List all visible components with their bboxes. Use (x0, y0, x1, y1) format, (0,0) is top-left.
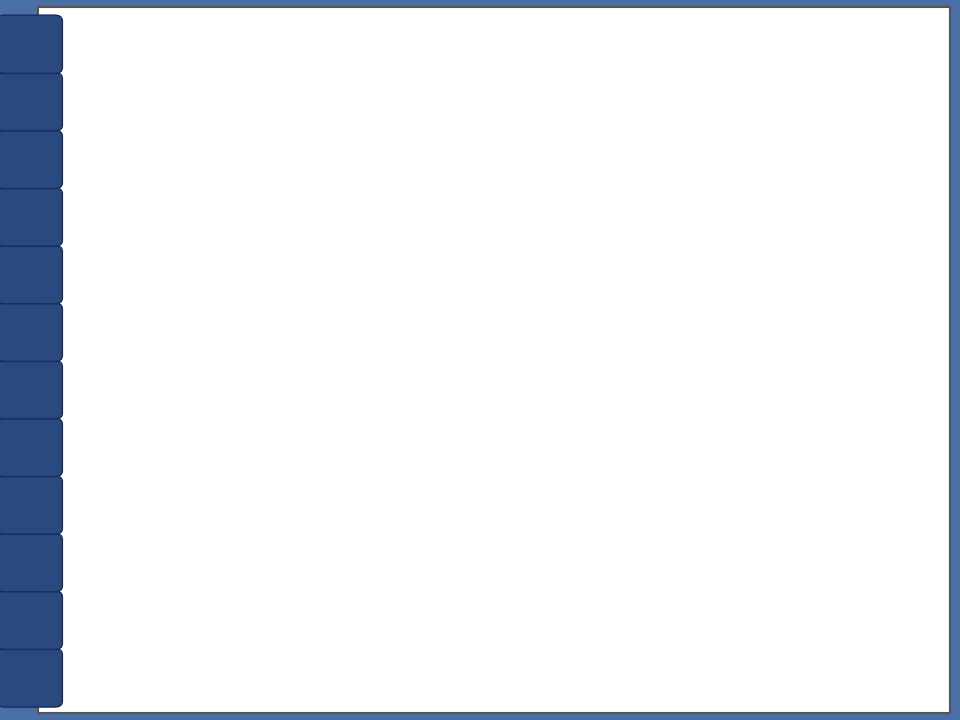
Text: RC(O)Cl: RC(O)Cl (865, 377, 911, 390)
Text: R—C—NH₂: R—C—NH₂ (471, 593, 545, 607)
Text: R'OH/H⁺: R'OH/H⁺ (431, 325, 479, 338)
Text: R—C—OR': R—C—OR' (472, 439, 544, 454)
Text: O: O (241, 413, 252, 426)
Text: (–HCl): (–HCl) (329, 435, 365, 448)
Text: R—C—OH: R—C—OH (470, 194, 546, 209)
Text: сложный эфир: сложный эфир (463, 457, 555, 470)
Text: O: O (770, 406, 780, 419)
Text: ‖: ‖ (505, 580, 512, 593)
Text: –RCOOH: –RCOOH (630, 446, 682, 459)
Text: ‖: ‖ (505, 426, 512, 439)
Text: ‖: ‖ (773, 470, 778, 480)
Text: NaOH (–H₂O): NaOH (–H₂O) (666, 169, 747, 182)
Text: R—C: R—C (761, 488, 791, 501)
Text: NH₃: NH₃ (525, 507, 549, 520)
Text: R—C—Cl: R—C—Cl (216, 439, 276, 454)
Text: (–H₂O): (–H₂O) (443, 341, 479, 351)
Text: –NH₄Cl: –NH₄Cl (320, 511, 362, 524)
Text: O: O (806, 297, 817, 311)
Text: ‖: ‖ (505, 181, 512, 194)
Text: H₂O: H₂O (567, 420, 591, 433)
Text: H₂O: H₂O (329, 420, 353, 433)
Text: R'OH: R'OH (369, 428, 400, 441)
Text: P₂O₅: P₂O₅ (623, 420, 659, 433)
Text: PCl₃: PCl₃ (356, 348, 380, 361)
Text: –POCl₃): –POCl₃) (352, 378, 393, 388)
Text: С х е м а  8.1.: С х е м а 8.1. (108, 51, 227, 66)
Text: (–HCl,: (–HCl, (352, 364, 385, 374)
Text: ‖: ‖ (809, 311, 815, 324)
Text: ‖: ‖ (243, 426, 250, 439)
Text: натриевая соль: натриевая соль (766, 343, 858, 354)
Text: NH₃: NH₃ (299, 169, 323, 182)
Text: ангидрид: ангидрид (763, 503, 824, 516)
Text: HCl (–NH₄Cl): HCl (–NH₄Cl) (274, 207, 348, 220)
Text: (–R'OH): (–R'OH) (525, 521, 569, 534)
Text: ‖: ‖ (174, 311, 180, 324)
Text: t (–H₂O): t (–H₂O) (204, 608, 251, 621)
Text: и их функциональных производных: и их функциональных производных (242, 77, 560, 93)
Text: HCl (–NaCl): HCl (–NaCl) (673, 207, 739, 220)
Text: Взаимопревращения карбоновых кислот: Взаимопревращения карбоновых кислот (304, 51, 666, 67)
Text: амид: амид (492, 611, 524, 624)
Text: O: O (503, 168, 514, 181)
Text: карбоновой кислоты: карбоновой кислоты (752, 357, 873, 367)
Text: O: O (503, 566, 514, 580)
Text: (–R'OH): (–R'OH) (534, 341, 577, 351)
Text: 2NH₃: 2NH₃ (320, 498, 351, 510)
Text: карбоновая кислота: карбоновая кислота (445, 215, 572, 228)
Text: R—C—ONa: R—C—ONa (774, 324, 851, 338)
Text: O: O (172, 297, 182, 311)
Text: R—C—O⁻NH₄⁺: R—C—O⁻NH₄⁺ (128, 324, 227, 338)
Text: NH₃: NH₃ (689, 584, 713, 597)
Text: –HCl: –HCl (371, 446, 398, 459)
Text: O: O (813, 457, 824, 470)
Text: аммониевая соль: аммониевая соль (127, 343, 228, 354)
Text: (–NaCl): (–NaCl) (865, 393, 906, 403)
Text: O: O (503, 413, 514, 426)
Text: R—C: R—C (761, 440, 791, 453)
Text: R'OH: R'OH (640, 428, 671, 441)
Text: H₂O: H₂O (303, 584, 327, 597)
Text: ‖: ‖ (773, 422, 778, 433)
Text: карбоновой кислоты: карбоновой кислоты (116, 357, 238, 367)
Text: –RCOOH: –RCOOH (676, 598, 728, 611)
Text: H₂O/H⁺: H₂O/H⁺ (534, 325, 576, 338)
Text: O: O (770, 454, 780, 467)
Text: NaOH: NaOH (797, 380, 830, 393)
Text: хлорангидрид: хлорангидрид (202, 457, 291, 470)
